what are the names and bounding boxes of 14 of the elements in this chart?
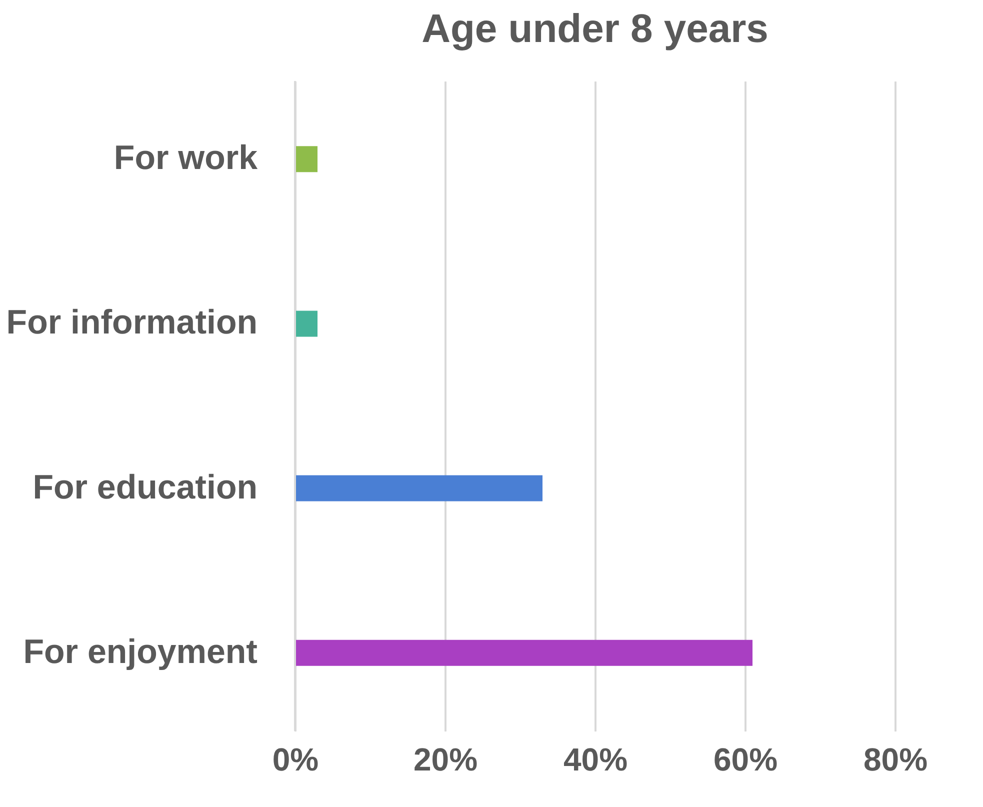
y-tick-label: For enjoyment [23,632,258,671]
x-tick-label: 80% [863,742,928,778]
bar [295,640,752,666]
chart-title: Age under 8 years [422,7,768,51]
bar [295,310,318,337]
x-tick-label: 20% [413,742,478,778]
x-tick-label: 0% [272,742,319,778]
y-tick-label: For information [6,304,258,342]
bar [295,475,542,502]
y-tick-label: For education [32,468,258,506]
y-tick-label: For work [114,139,258,178]
x-tick-label: 40% [563,742,628,778]
x-tick-label: 60% [713,742,778,778]
bar [295,146,318,172]
